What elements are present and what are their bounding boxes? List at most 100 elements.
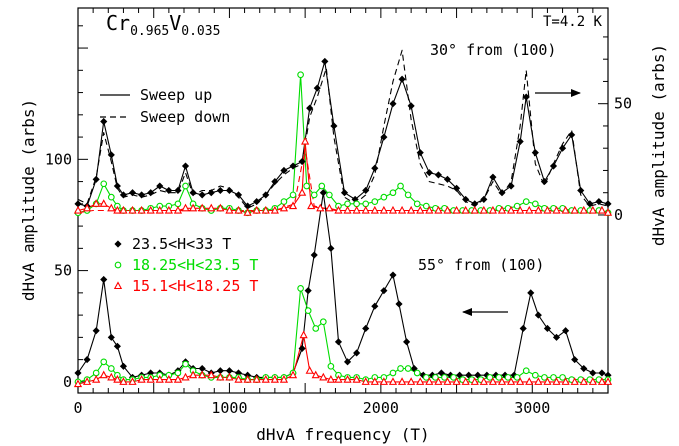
data-point-p1-s2 xyxy=(552,377,561,385)
data-point-p1-s2 xyxy=(225,372,234,381)
data-point-p0-s3 xyxy=(164,205,173,214)
data-point-p1-s2 xyxy=(397,377,407,385)
data-point-p0-s3 xyxy=(525,205,534,214)
title-main: Cr0.965V0.035 xyxy=(106,11,220,39)
data-point-p1-s0 xyxy=(334,338,343,346)
data-point-p0-s3 xyxy=(516,205,525,214)
data-point-p1-s1 xyxy=(304,307,312,315)
data-point-p0-s3 xyxy=(534,205,543,214)
data-point-p1-s2 xyxy=(506,377,516,385)
data-point-p0-s0 xyxy=(181,162,190,170)
data-point-p1-s1 xyxy=(450,374,457,381)
data-point-p1-s1 xyxy=(404,365,412,372)
data-point-p0-s3 xyxy=(301,136,310,145)
data-point-p1-s0 xyxy=(119,362,127,370)
data-point-p0-s0 xyxy=(298,157,306,166)
data-point-p1-s2 xyxy=(73,379,83,388)
data-point-p1-s0 xyxy=(107,333,115,341)
data-point-p1-s2 xyxy=(319,372,328,381)
data-point-p0-s0 xyxy=(321,57,329,65)
data-point-p1-s0 xyxy=(353,349,361,357)
data-point-p1-s2 xyxy=(311,370,320,379)
data-point-p0-s0 xyxy=(92,175,100,183)
data-point-p1-s2 xyxy=(516,377,525,385)
data-point-p1-s1 xyxy=(107,365,115,372)
data-point-p0-s3 xyxy=(407,205,416,214)
data-point-p1-s2 xyxy=(470,377,479,385)
data-point-p0-s0 xyxy=(119,191,127,199)
data-point-p1-s2 xyxy=(243,374,252,383)
data-point-p1-s2 xyxy=(434,377,443,385)
data-point-p0-s0 xyxy=(559,144,567,152)
data-point-p1-s0 xyxy=(362,324,370,333)
y-tick-label-left: 100 xyxy=(45,150,72,168)
data-point-p0-s3 xyxy=(73,205,83,214)
data-point-p1-s2 xyxy=(407,377,416,385)
data-point-p1-s2 xyxy=(173,374,183,383)
data-point-p1-s2 xyxy=(216,372,225,381)
data-point-p1-s2 xyxy=(92,374,101,383)
data-point-p1-s2 xyxy=(164,374,173,383)
data-point-p0-s0 xyxy=(462,195,470,203)
data-point-p0-s2 xyxy=(289,191,297,199)
data-point-p1-s1 xyxy=(559,374,566,381)
data-point-p0-s3 xyxy=(225,205,234,214)
data-point-p0-s3 xyxy=(325,203,334,212)
data-point-p0-s3 xyxy=(352,205,361,214)
data-point-p1-s2 xyxy=(326,374,336,383)
data-point-p0-s0 xyxy=(340,189,349,197)
data-point-p1-s2 xyxy=(299,330,308,339)
x-tick-label: 0 xyxy=(73,399,82,417)
data-point-p1-s2 xyxy=(252,374,261,383)
data-point-p0-s2 xyxy=(531,200,539,208)
data-point-p1-s1 xyxy=(441,374,448,381)
data-point-p1-s2 xyxy=(128,377,137,385)
data-point-p0-s2 xyxy=(182,182,189,190)
data-point-p1-s0 xyxy=(83,356,91,364)
data-point-p0-s0 xyxy=(586,200,594,208)
data-point-p1-s1 xyxy=(513,374,521,381)
data-point-p0-s2 xyxy=(310,191,318,199)
data-point-p0-s0 xyxy=(549,162,558,170)
data-point-p0-s2 xyxy=(297,71,304,79)
data-point-p1-s2 xyxy=(82,377,92,385)
data-point-p0-s0 xyxy=(595,198,603,206)
data-point-p0-s3 xyxy=(561,205,570,214)
data-point-p1-s2 xyxy=(497,377,507,385)
data-point-p0-s2 xyxy=(362,200,370,208)
data-point-p0-s3 xyxy=(597,205,607,214)
data-point-p0-s3 xyxy=(443,205,452,214)
data-point-p1-s0 xyxy=(327,244,335,252)
legend-marker-green xyxy=(114,261,122,269)
data-point-p0-s3 xyxy=(279,203,289,212)
data-point-p1-s0 xyxy=(74,369,82,377)
data-point-p0-s2 xyxy=(303,182,311,190)
data-point-p0-s2 xyxy=(326,191,333,199)
data-point-p1-s2 xyxy=(343,374,352,383)
data-point-p0-s0 xyxy=(306,104,314,112)
data-point-p0-s3 xyxy=(461,205,470,214)
data-point-p0-s3 xyxy=(243,208,252,216)
data-point-p1-s2 xyxy=(479,377,488,385)
data-point-p0-s0 xyxy=(330,122,338,130)
legend-field-1: 23.5<H<33 T xyxy=(132,235,231,253)
data-point-p0-s0 xyxy=(531,149,539,157)
data-point-p0-s3 xyxy=(552,205,561,214)
data-point-p1-s2 xyxy=(99,370,108,379)
legend-field-2: 18.25<H<23.5 T xyxy=(132,256,258,274)
marker-layer xyxy=(73,57,613,388)
data-point-p1-s0 xyxy=(304,287,312,295)
data-point-p1-s0 xyxy=(571,356,579,364)
data-point-p0-s0 xyxy=(165,186,173,195)
data-point-p0-s2 xyxy=(380,193,388,201)
data-point-p0-s3 xyxy=(188,203,198,212)
panel-bottom-label: 55° from (100) xyxy=(418,256,544,274)
data-point-p1-s2 xyxy=(561,377,570,385)
data-point-p0-s2 xyxy=(413,200,421,208)
data-point-p0-s0 xyxy=(540,178,548,186)
data-point-p0-s0 xyxy=(234,191,243,199)
data-point-p1-s0 xyxy=(589,369,597,377)
data-point-p0-s3 xyxy=(379,205,389,214)
panel-top-label: 30° from (100) xyxy=(430,41,556,59)
data-point-p0-s3 xyxy=(497,205,507,214)
